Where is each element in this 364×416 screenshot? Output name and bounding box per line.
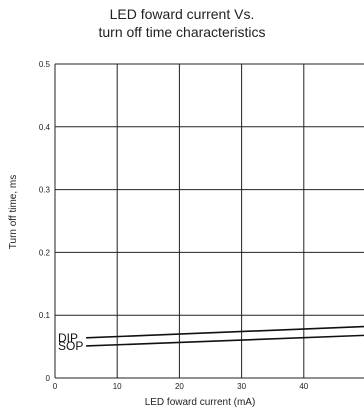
series-line-sop — [86, 334, 364, 347]
y-tick-label: 0.3 — [39, 186, 51, 195]
y-axis-label: Turn off time, ms — [8, 175, 19, 249]
series-label-sop: SOP — [58, 339, 83, 353]
chart-title-line1: LED foward current Vs. — [109, 6, 255, 22]
x-axis-label: LED foward current (mA) — [145, 397, 256, 408]
y-tick-label: 0.5 — [39, 60, 51, 69]
tick-labels: 00.10.20.30.40.50102030405 — [39, 60, 364, 391]
grid-lines — [54, 63, 364, 379]
x-tick-label: 20 — [175, 382, 184, 391]
series-line-dip — [86, 325, 364, 339]
series-label-dip: DIP — [58, 331, 78, 345]
y-tick-label: 0.1 — [39, 311, 51, 320]
chart-title-line2: turn off time characteristics — [98, 24, 266, 40]
x-tick-label: 10 — [113, 382, 122, 391]
y-tick-label: 0.4 — [39, 123, 51, 132]
x-tick-label: 40 — [299, 382, 308, 391]
y-tick-label: 0.2 — [39, 248, 51, 257]
x-tick-label: 30 — [237, 382, 246, 391]
y-tick-label: 0 — [46, 374, 51, 383]
x-tick-label: 0 — [53, 382, 58, 391]
